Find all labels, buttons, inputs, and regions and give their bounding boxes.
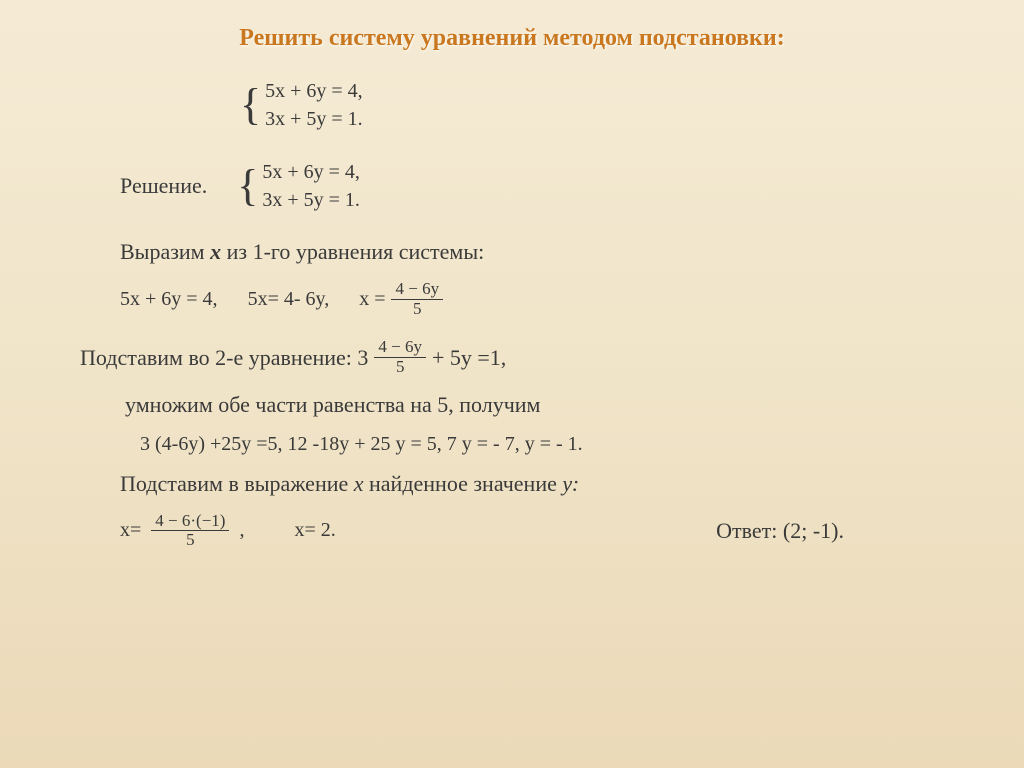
- brace-icon: {: [237, 166, 258, 206]
- final-lhs: x=: [120, 519, 141, 542]
- system-eq2: 3x + 5y = 1.: [265, 105, 363, 133]
- final-frac: 4 − 6·(−1) 5: [151, 512, 229, 550]
- final-comma: ,: [239, 519, 244, 542]
- step1-math-b: 5x= 4- 6y,: [248, 288, 330, 311]
- step5-y: у:: [562, 471, 579, 496]
- step2-text: Подставим во 2-е уравнение: 3: [80, 345, 368, 371]
- step1-frac: 4 − 6y 5: [391, 280, 443, 318]
- step5-mid: найденное значение: [369, 471, 562, 496]
- step1-var-x: x: [210, 239, 221, 264]
- system-eq1: 5x + 6y = 4,: [265, 77, 363, 105]
- step1-frac-num: 4 − 6y: [391, 280, 443, 300]
- step1-math: 5x + 6y = 4, 5x= 4- 6y, x = 4 − 6y 5: [120, 280, 964, 318]
- step2-frac-num: 4 − 6y: [374, 338, 426, 358]
- step2-frac: 4 − 6y 5: [374, 338, 426, 376]
- final-frac-num: 4 − 6·(−1): [151, 512, 229, 532]
- step5-x: x: [354, 471, 364, 496]
- step2-frac-den: 5: [392, 358, 409, 377]
- step4-math: 3 (4-6y) +25y =5, 12 -18y + 25 y = 5, 7 …: [140, 433, 964, 456]
- system-eq2-repeat: 3x + 5y = 1.: [262, 186, 360, 214]
- step5-text: Подставим в выражение x найденное значен…: [120, 471, 964, 497]
- brace-icon: {: [240, 85, 261, 125]
- initial-system: { 5x + 6y = 4, 3x + 5y = 1.: [240, 77, 964, 133]
- step5-before: Подставим в выражение: [120, 471, 354, 496]
- step1-math-a: 5x + 6y = 4,: [120, 288, 218, 311]
- step1-frac-den: 5: [409, 300, 426, 319]
- step2-after: + 5y =1,: [432, 345, 506, 371]
- step1-math-c-lhs: x =: [359, 288, 385, 311]
- final-row: x= 4 − 6·(−1) 5 , x= 2. Ответ: (2; -1).: [120, 512, 844, 550]
- step3-text: умножим обе части равенства на 5, получи…: [125, 392, 964, 418]
- system-eq1-repeat: 5x + 6y = 4,: [262, 158, 360, 186]
- step1-before: Выразим: [120, 239, 210, 264]
- step1-text: Выразим x из 1-го уравнения системы:: [120, 239, 964, 265]
- answer-label: Ответ: (2; -1).: [716, 518, 844, 544]
- page-title: Решить систему уравнений методом подстан…: [60, 25, 964, 52]
- final-x-value: x= 2.: [294, 519, 335, 542]
- final-frac-den: 5: [182, 531, 199, 550]
- step1-after: из 1-го уравнения системы:: [227, 239, 485, 264]
- step2-row: Подставим во 2-е уравнение: 3 4 − 6y 5 +…: [80, 338, 964, 376]
- solution-label: Решение.: [120, 173, 207, 199]
- solution-row: Решение. { 5x + 6y = 4, 3x + 5y = 1.: [120, 158, 964, 214]
